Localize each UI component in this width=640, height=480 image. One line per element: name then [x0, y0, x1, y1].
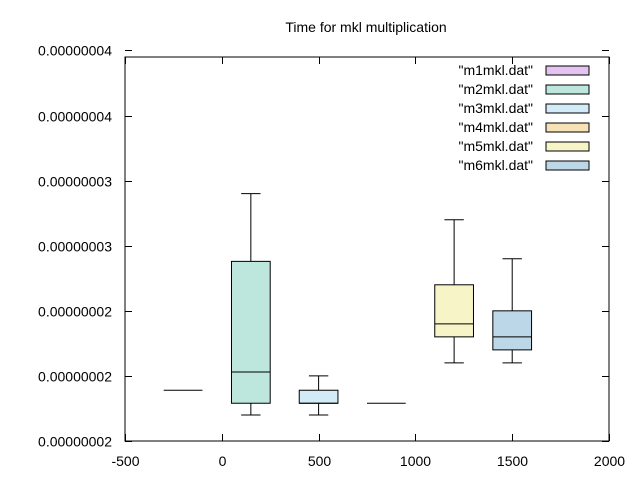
x-tick-label: 2000 [594, 453, 625, 469]
legend-label: "m1mkl.dat" [458, 62, 533, 78]
box-iqr [230, 260, 271, 404]
x-tick-label: 1500 [497, 453, 528, 469]
y-tick-label: 0.00000004 [38, 43, 112, 59]
x-tick-label: 500 [308, 453, 332, 469]
box-iqr [434, 284, 474, 338]
x-tick-labels: -500 0 500 1000 1500 2000 [111, 453, 625, 469]
box-iqr [492, 310, 533, 351]
y-tick-label: 0.00000002 [38, 304, 112, 320]
legend-swatch [545, 122, 590, 133]
legend-label: "m6mkl.dat" [458, 157, 533, 173]
legend-label: "m3mkl.dat" [458, 100, 533, 116]
legend-swatch [545, 84, 590, 95]
y-tick-label: 0.00000003 [38, 239, 112, 255]
legend-swatch [545, 160, 590, 171]
box-iqr [298, 389, 339, 404]
x-tick-label: -500 [111, 453, 139, 469]
legend-swatch [545, 141, 590, 152]
legend-swatch [545, 103, 590, 114]
box-2 [230, 193, 271, 416]
y-tick-labels: 0.00000002 0.00000002 0.00000002 0.00000003… [38, 43, 112, 450]
legend: "m1mkl.dat" "m2mkl.dat" "m3mkl.dat" "m4mkl.… [458, 62, 590, 173]
legend-label: "m4mkl.dat" [458, 119, 533, 135]
box-5 [434, 219, 474, 364]
legend-swatch [545, 65, 590, 76]
chart-title: Time for mkl multiplication [285, 19, 446, 35]
box-3 [298, 375, 339, 416]
legend-label: "m5mkl.dat" [458, 138, 533, 154]
tick-marks [125, 50, 610, 442]
y-tick-label: 0.00000003 [38, 174, 112, 190]
y-tick-label: 0.00000004 [38, 109, 112, 125]
plot-frame [124, 56, 610, 442]
box-6 [492, 258, 533, 364]
x-tick-label: 0 [219, 453, 227, 469]
y-tick-label: 0.00000002 [38, 369, 112, 385]
box-group [163, 193, 533, 416]
legend-label: "m2mkl.dat" [458, 81, 533, 97]
x-tick-label: 1000 [400, 453, 431, 469]
y-tick-label: 0.00000002 [38, 434, 112, 450]
